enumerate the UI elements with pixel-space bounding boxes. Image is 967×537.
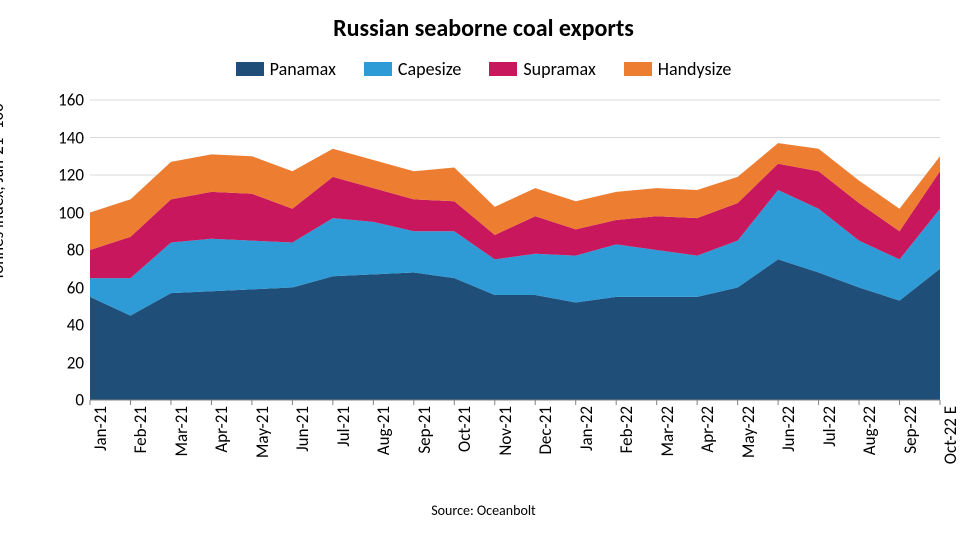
legend-label: Capesize bbox=[398, 58, 461, 80]
source-label: Source: Oceanbolt bbox=[0, 502, 967, 519]
y-axis-label: Tonnes index, Jan-21=100 bbox=[0, 103, 8, 280]
x-tick-label: Nov-21 bbox=[495, 400, 516, 456]
legend-item-capesize: Capesize bbox=[364, 58, 461, 80]
x-tick-label: Feb-21 bbox=[130, 400, 151, 453]
x-tick-label: Oct-21 bbox=[454, 400, 475, 452]
legend-swatch-icon bbox=[236, 62, 264, 76]
x-tick-label: Apr-21 bbox=[211, 400, 232, 453]
chart-title: Russian seaborne coal exports bbox=[0, 14, 967, 43]
x-tick-label: Aug-22 bbox=[859, 400, 880, 455]
legend-item-panamax: Panamax bbox=[236, 58, 336, 80]
y-tick-label: 140 bbox=[58, 127, 90, 148]
x-tick-label: Feb-22 bbox=[616, 400, 637, 453]
x-tick-label: Dec-21 bbox=[535, 400, 556, 455]
x-tick-label: Jul-22 bbox=[819, 400, 840, 447]
legend-item-handysize: Handysize bbox=[624, 58, 732, 80]
x-tick-label: May-21 bbox=[252, 400, 273, 458]
y-tick-label: 20 bbox=[67, 352, 90, 373]
x-tick-label: Sep-22 bbox=[900, 400, 921, 454]
legend-label: Panamax bbox=[270, 58, 336, 80]
x-tick-label: Mar-22 bbox=[657, 400, 678, 457]
y-tick-label: 60 bbox=[67, 277, 90, 298]
y-tick-label: 0 bbox=[75, 390, 90, 411]
legend-swatch-icon bbox=[489, 62, 517, 76]
y-tick-label: 80 bbox=[67, 240, 90, 261]
x-tick-label: Sep-21 bbox=[414, 400, 435, 454]
legend-swatch-icon bbox=[624, 62, 652, 76]
legend-swatch-icon bbox=[364, 62, 392, 76]
x-tick-label: Apr-22 bbox=[697, 400, 718, 453]
legend-item-supramax: Supramax bbox=[489, 58, 595, 80]
y-tick-label: 100 bbox=[58, 202, 90, 223]
legend: Panamax Capesize Supramax Handysize bbox=[0, 58, 967, 81]
x-tick-label: Mar-21 bbox=[171, 400, 192, 457]
plot-area: 020406080100120140160Jan-21Feb-21Mar-21A… bbox=[90, 100, 940, 400]
x-tick-label: Jun-22 bbox=[778, 400, 799, 452]
x-tick-label: Jan-22 bbox=[576, 400, 597, 451]
y-tick-label: 160 bbox=[58, 90, 90, 111]
plot-svg bbox=[90, 100, 940, 400]
chart-container: Russian seaborne coal exports Panamax Cap… bbox=[0, 0, 967, 537]
x-tick-label: Oct-22 E bbox=[940, 400, 961, 464]
legend-label: Handysize bbox=[658, 58, 732, 80]
x-tick-label: May-22 bbox=[738, 400, 759, 458]
y-tick-label: 40 bbox=[67, 315, 90, 336]
x-tick-label: Aug-21 bbox=[373, 400, 394, 455]
y-tick-label: 120 bbox=[58, 165, 90, 186]
legend-label: Supramax bbox=[523, 58, 595, 80]
x-tick-label: Jun-21 bbox=[292, 400, 313, 452]
x-tick-label: Jul-21 bbox=[333, 400, 354, 447]
x-tick-label: Jan-21 bbox=[90, 400, 111, 451]
